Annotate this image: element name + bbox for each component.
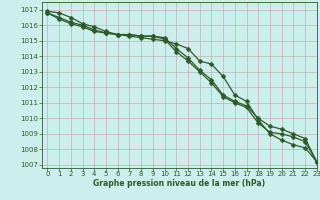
X-axis label: Graphe pression niveau de la mer (hPa): Graphe pression niveau de la mer (hPa) xyxy=(93,179,265,188)
